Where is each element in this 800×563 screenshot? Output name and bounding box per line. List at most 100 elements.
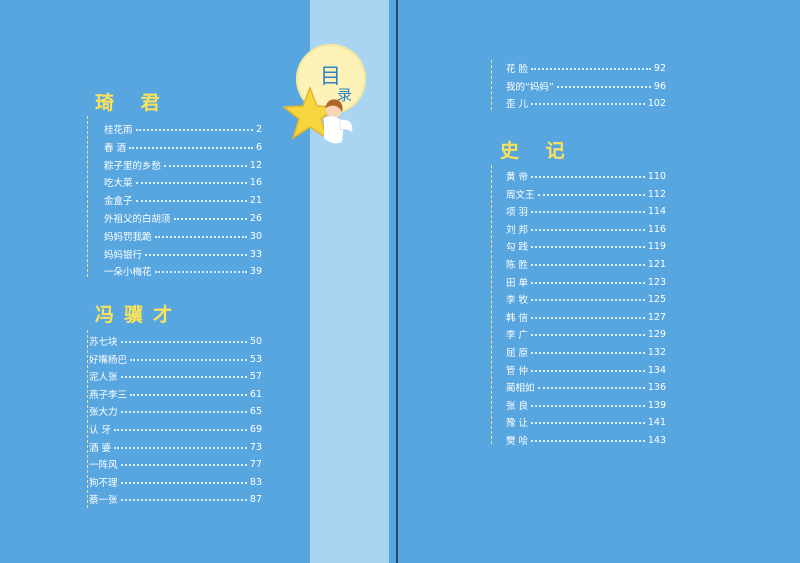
toc-entry-page: 139 [647, 399, 666, 411]
angel-body-icon [324, 116, 344, 144]
section-divider-shiji [491, 165, 492, 444]
toc-entry[interactable]: 认 牙 69 [89, 422, 262, 437]
toc-entry-title: 刘 邦 [506, 225, 529, 236]
toc-leader-dots [531, 229, 645, 231]
toc-entry-page: 127 [647, 311, 666, 323]
toc-entry[interactable]: 粽子里的乡愁 12 [104, 158, 262, 173]
toc-entry[interactable]: 狗不理 83 [89, 475, 262, 490]
toc-leader-dots [531, 264, 645, 266]
toc-entry[interactable]: 好嘴杨巴 53 [89, 352, 262, 367]
toc-entry[interactable]: 屈 原 132 [506, 345, 666, 360]
toc-entry[interactable]: 春 酒 6 [104, 140, 262, 155]
toc-entry[interactable]: 李 牧 125 [506, 292, 666, 307]
toc-entry[interactable]: 一阵风 77 [89, 457, 262, 472]
toc-leader-dots [120, 482, 247, 484]
toc-entry[interactable]: 蔺相如 136 [506, 380, 666, 395]
toc-entry-page: 102 [647, 97, 666, 109]
toc-entry-page: 121 [647, 258, 666, 270]
toc-entry-title: 春 酒 [104, 143, 127, 154]
toc-entry[interactable]: 吃大菜 16 [104, 175, 262, 190]
toc-entry[interactable]: 苏七块 50 [89, 334, 262, 349]
toc-leader-dots [135, 182, 247, 184]
toc-entry-title: 黄 帝 [506, 172, 529, 183]
toc-entry-page: 83 [249, 476, 262, 488]
toc-entry-page: 132 [647, 346, 666, 358]
toc-leader-dots [531, 176, 645, 178]
toc-entry[interactable]: 一朵小梅花 39 [104, 264, 262, 279]
toc-entry[interactable]: 刘 邦 116 [506, 222, 666, 237]
toc-leader-dots [135, 200, 247, 202]
toc-entry[interactable]: 金盒子 21 [104, 193, 262, 208]
book-spine [396, 0, 398, 563]
toc-entry[interactable]: 燕子李三 61 [89, 387, 262, 402]
toc-entry-page: 21 [249, 194, 262, 206]
toc-entry-title: 吃大菜 [104, 178, 133, 189]
toc-leader-dots [531, 405, 645, 407]
toc-leader-dots [130, 359, 247, 361]
toc-entry[interactable]: 韩 信 127 [506, 310, 666, 325]
toc-entry-page: 110 [647, 170, 666, 182]
toc-leader-dots [154, 236, 247, 238]
toc-entry-title: 桂花雨 [104, 125, 133, 136]
toc-entry[interactable]: 管 仲 134 [506, 363, 666, 378]
toc-entry[interactable]: 陈 胜 121 [506, 257, 666, 272]
toc-entry[interactable]: 樊 哙 143 [506, 433, 666, 448]
toc-entry-title: 金盒子 [104, 196, 133, 207]
toc-entry[interactable]: 酒 婆 73 [89, 440, 262, 455]
toc-entry-page: 61 [249, 388, 262, 400]
toc-entry[interactable]: 妈妈银行 33 [104, 247, 262, 262]
toc-entry[interactable]: 蔡一张 87 [89, 492, 262, 507]
toc-entry[interactable]: 歪 儿 102 [506, 96, 666, 111]
toc-entry-page: 92 [653, 62, 666, 74]
section-title-fengjicai: 冯骥才 [95, 304, 183, 326]
toc-entry-title: 妈妈银行 [104, 250, 143, 261]
star-angel-illustration [281, 85, 353, 144]
toc-entry[interactable]: 泥人张 57 [89, 369, 262, 384]
toc-entry-title: 认 牙 [89, 425, 112, 436]
toc-entry-title: 樊 哙 [506, 436, 529, 447]
toc-entry[interactable]: 豫 让 141 [506, 415, 666, 430]
toc-entry-title: 苏七块 [89, 337, 118, 348]
section-divider-qijun [87, 116, 88, 277]
toc-entry-title: 妈妈罚我跪 [104, 232, 152, 243]
toc-entry-title: 张 良 [506, 401, 529, 412]
toc-entry-title: 李 广 [506, 330, 529, 341]
angel-hair-icon [325, 99, 343, 112]
toc-entry-title: 蔡一张 [89, 495, 118, 506]
toc-entry[interactable]: 妈妈罚我跪 30 [104, 229, 262, 244]
toc-entry-page: 114 [647, 205, 666, 217]
toc-leader-dots [556, 86, 651, 88]
toc-entry[interactable]: 花 脸 92 [506, 61, 666, 76]
toc-entry-page: 69 [249, 423, 262, 435]
toc-entry-page: 16 [249, 176, 262, 188]
toc-entry[interactable]: 周文王 112 [506, 187, 666, 202]
toc-leader-dots [114, 429, 247, 431]
toc-leader-dots [531, 103, 645, 105]
toc-entry-page: 143 [647, 434, 666, 446]
toc-entry-title: 田 单 [506, 278, 529, 289]
toc-leader-dots [173, 218, 247, 220]
toc-entry[interactable]: 外祖父的白胡须 26 [104, 211, 262, 226]
toc-entry-title: 屈 原 [506, 348, 529, 359]
toc-entry-title: 粽子里的乡愁 [104, 161, 162, 172]
toc-entry-page: 12 [249, 159, 262, 171]
toc-entry[interactable]: 张大力 65 [89, 404, 262, 419]
toc-leader-dots [154, 271, 247, 273]
toc-entry-page: 33 [249, 248, 262, 260]
toc-entry-page: 134 [647, 364, 666, 376]
toc-entry[interactable]: 我的“妈妈” 96 [506, 79, 666, 94]
toc-entry-title: 好嘴杨巴 [89, 355, 128, 366]
toc-entry[interactable]: 田 单 123 [506, 275, 666, 290]
toc-entry[interactable]: 张 良 139 [506, 398, 666, 413]
toc-entry[interactable]: 勾 践 119 [506, 239, 666, 254]
toc-entry[interactable]: 黄 帝 110 [506, 169, 666, 184]
toc-entry[interactable]: 桂花雨 2 [104, 122, 262, 137]
toc-entry-page: 125 [647, 293, 666, 305]
toc-entry[interactable]: 项 羽 114 [506, 204, 666, 219]
section-divider-fengjicai-cont [491, 60, 492, 110]
toc-leader-dots [130, 394, 247, 396]
toc-leader-dots [531, 68, 651, 70]
toc-leader-dots [129, 147, 253, 149]
toc-entry[interactable]: 李 广 129 [506, 327, 666, 342]
toc-leader-dots [531, 334, 645, 336]
